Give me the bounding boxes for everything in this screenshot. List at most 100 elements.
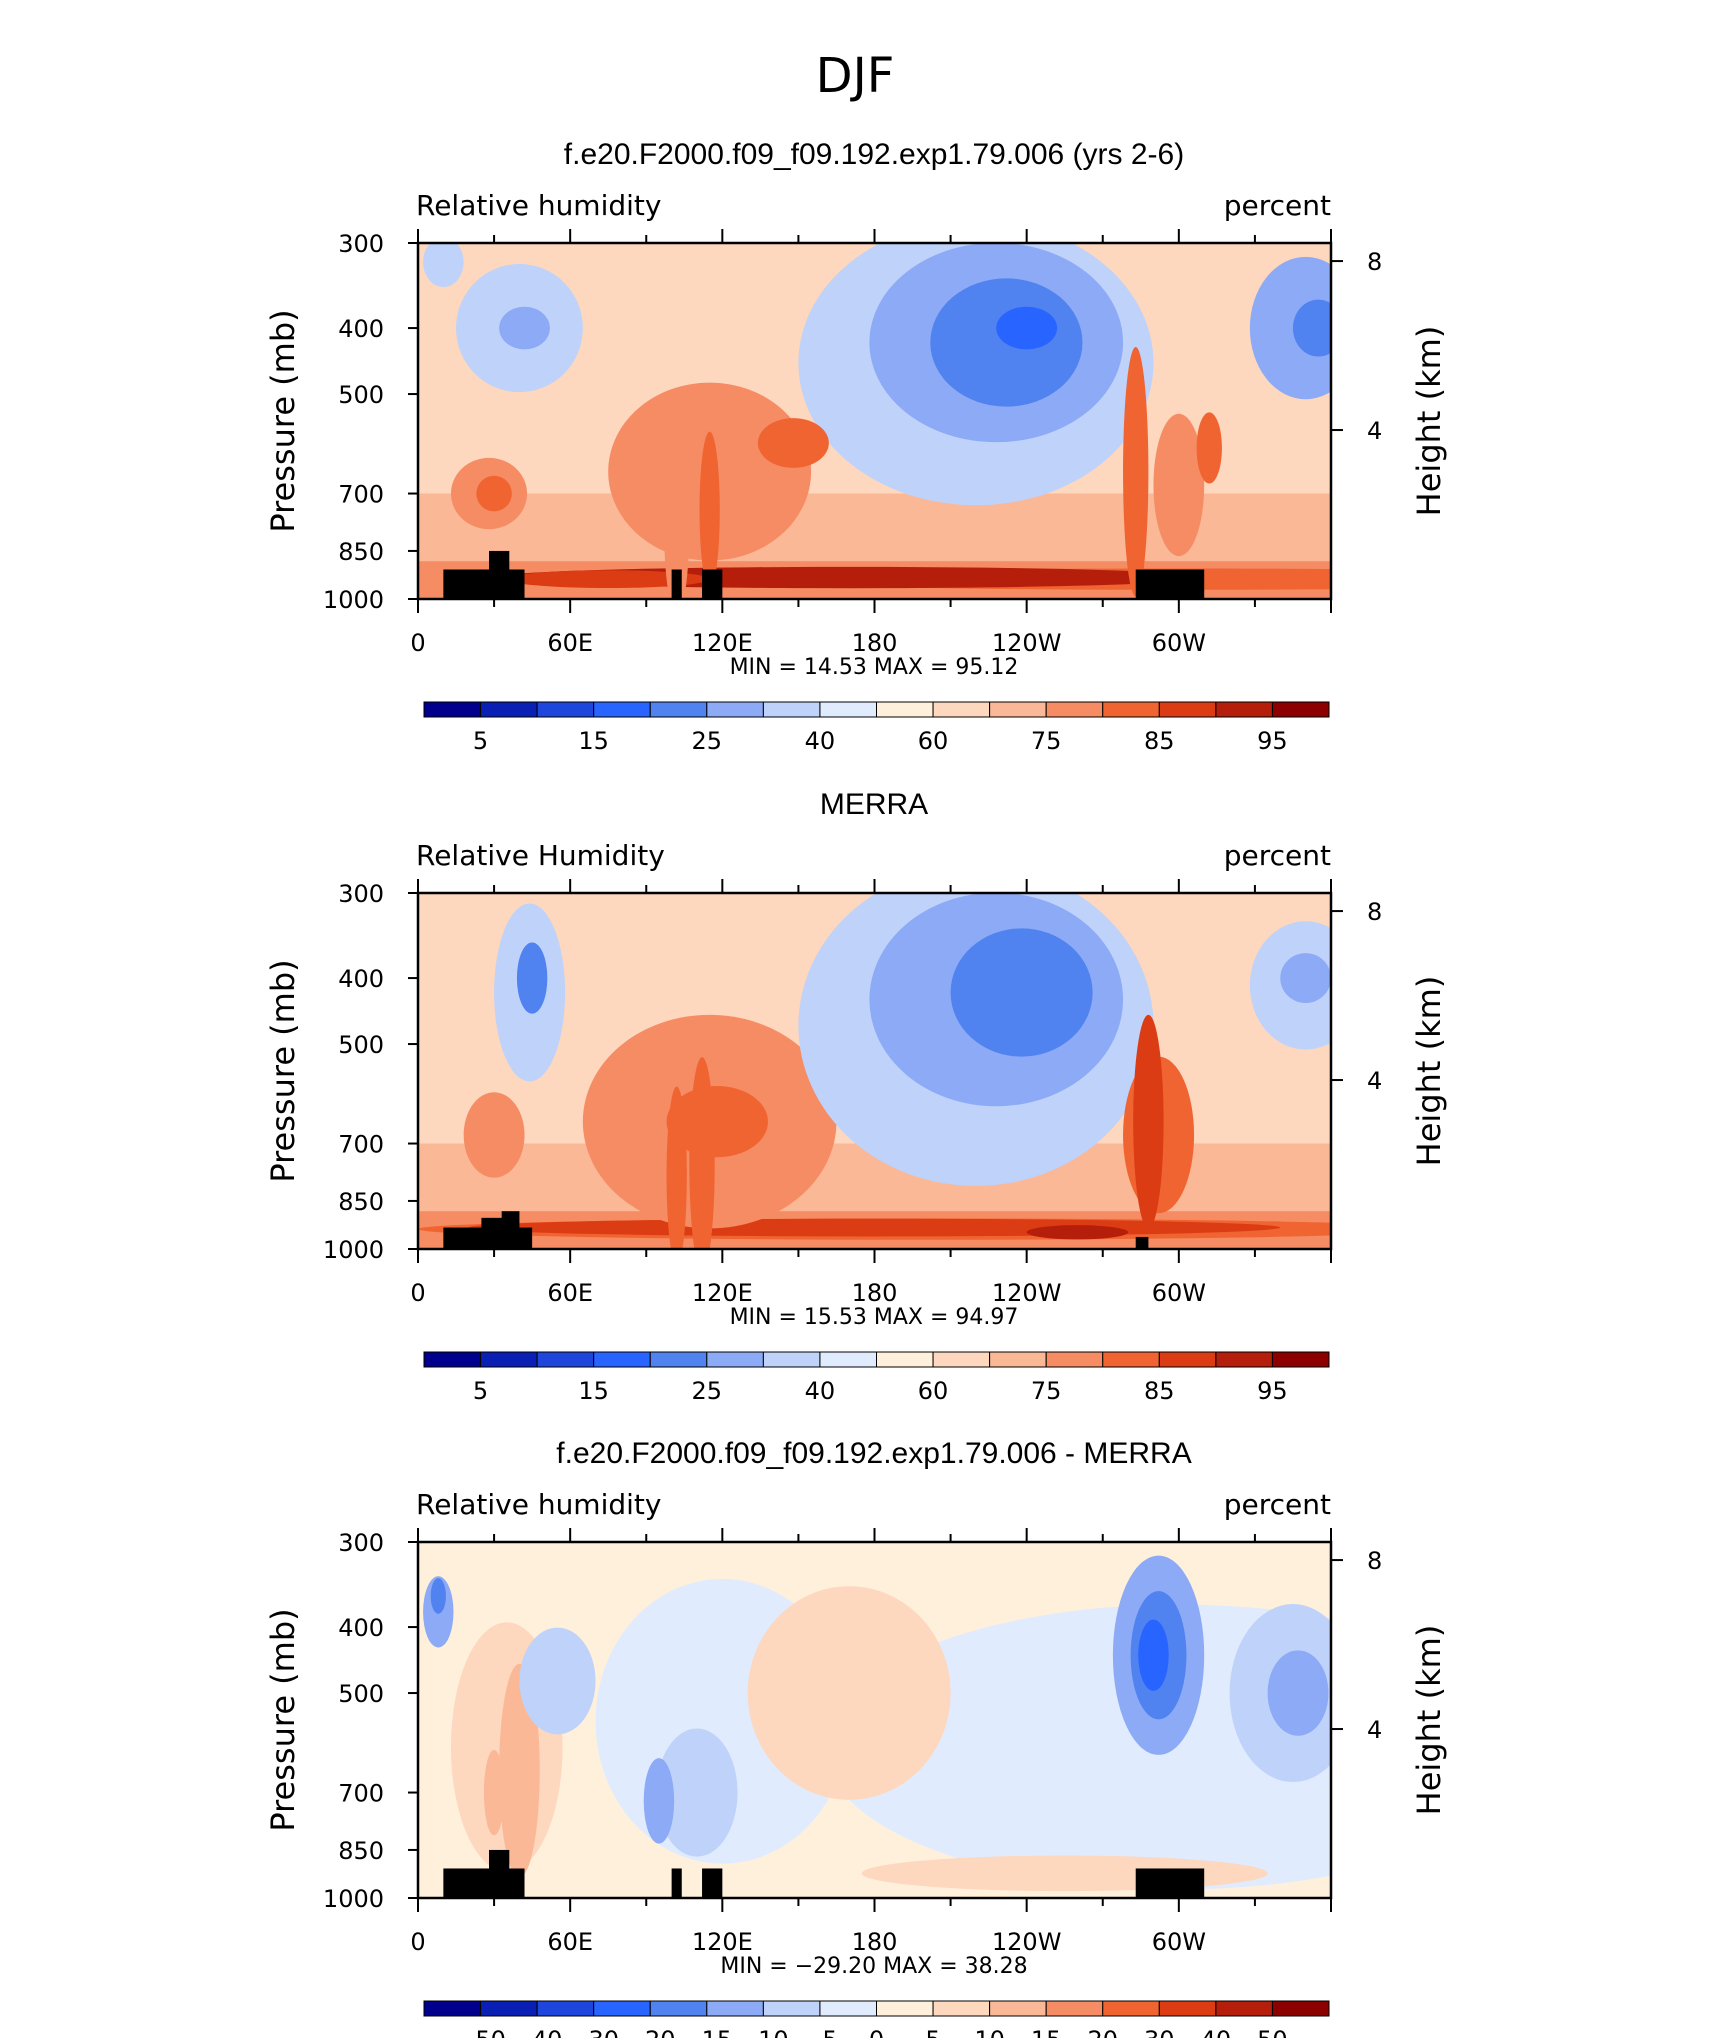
contour-region xyxy=(1280,953,1331,1003)
y-axis-label: Pressure (mb) xyxy=(264,309,302,532)
y-tick-label: 850 xyxy=(338,1837,384,1865)
x-tick-label: 60E xyxy=(547,1928,593,1956)
min-max-label: MIN = −29.20 MAX = 38.28 xyxy=(720,1954,1027,1979)
topography-mask xyxy=(443,1868,525,1898)
colorbar-label: 10 xyxy=(974,2026,1005,2038)
colorbar-label: 40 xyxy=(805,1377,836,1405)
contour-region xyxy=(1292,299,1331,357)
y-tick-label: 400 xyxy=(338,315,384,343)
contour-region xyxy=(516,942,548,1014)
colorbar-box xyxy=(649,2000,708,2017)
height-tick-label: 8 xyxy=(1367,248,1382,276)
contour-region xyxy=(483,1749,505,1836)
x-tick-label: 120W xyxy=(992,629,1062,657)
x-tick-label: 0 xyxy=(410,1279,425,1307)
colorbar-label: 95 xyxy=(1257,727,1288,755)
colorbar-box xyxy=(1158,701,1217,718)
units-label: percent xyxy=(1224,189,1331,222)
colorbar-box xyxy=(762,2000,821,2017)
units-label: percent xyxy=(1224,839,1331,872)
y-tick-label: 1000 xyxy=(323,586,384,614)
colorbar-box xyxy=(1045,1351,1104,1368)
colorbar-box xyxy=(593,2000,651,2017)
contour-region xyxy=(1133,1014,1164,1229)
colorbar-label: 5 xyxy=(473,727,488,755)
colorbar-box xyxy=(480,701,538,718)
colorbar-label: 15 xyxy=(1031,2026,1062,2038)
colorbar-box xyxy=(1102,701,1160,718)
colorbar-label: 30 xyxy=(1144,2026,1175,2038)
y-tick-label: 400 xyxy=(338,1614,384,1642)
topography-mask xyxy=(671,569,682,599)
colorbar-label: 85 xyxy=(1144,1377,1175,1405)
y-tick-label: 300 xyxy=(338,230,384,258)
colorbar-box xyxy=(1102,1351,1160,1368)
y-tick-label: 400 xyxy=(338,965,384,993)
colorbar-box xyxy=(1215,2000,1273,2017)
colorbar-label: 0 xyxy=(869,2026,884,2038)
colorbar-box xyxy=(423,701,482,718)
colorbar-label: 25 xyxy=(692,727,723,755)
colorbar-box xyxy=(706,1351,764,1368)
contour-region xyxy=(823,1604,1331,1890)
colorbar-label: 5 xyxy=(473,1377,488,1405)
colorbar-box xyxy=(762,701,821,718)
colorbar-box xyxy=(876,701,934,718)
colorbar-box xyxy=(536,1351,595,1368)
colorbar-label: 40 xyxy=(805,727,836,755)
contour-region xyxy=(1196,412,1222,484)
panel-3: f.e20.F2000.f09_f09.192.exp1.79.006 - ME… xyxy=(264,1437,1448,2038)
y-axis-label-right: Height (km) xyxy=(1410,326,1448,517)
x-tick-label: 120W xyxy=(992,1928,1062,1956)
colorbar-label: −50 xyxy=(455,2026,506,2038)
y-tick-label: 700 xyxy=(338,481,384,509)
contour-region xyxy=(1138,1619,1169,1691)
y-tick-label: 1000 xyxy=(323,1236,384,1264)
colorbar-label: 75 xyxy=(1031,727,1062,755)
variable-label: Relative Humidity xyxy=(416,839,665,872)
panel-1: f.e20.F2000.f09_f09.192.exp1.79.006 (yrs… xyxy=(264,138,1448,755)
height-tick-label: 8 xyxy=(1367,898,1382,926)
x-tick-label: 0 xyxy=(410,629,425,657)
colorbar-box xyxy=(876,1351,934,1368)
topography-mask xyxy=(501,1211,520,1249)
colorbar-label: 40 xyxy=(1201,2026,1232,2038)
colorbar-box xyxy=(1215,1351,1273,1368)
x-tick-label: 120W xyxy=(992,1279,1062,1307)
contour-region xyxy=(476,475,512,512)
y-tick-label: 700 xyxy=(338,1780,384,1808)
colorbar-box xyxy=(989,1351,1047,1368)
contour-region xyxy=(1153,413,1205,557)
contour-region xyxy=(468,1218,1281,1237)
figure-title: DJF xyxy=(816,48,895,104)
colorbar-label: −15 xyxy=(681,2026,732,2038)
contour-region xyxy=(1026,1225,1129,1240)
colorbar-label: 50 xyxy=(1257,2026,1288,2038)
x-tick-label: 60E xyxy=(547,1279,593,1307)
colorbar-box xyxy=(649,701,708,718)
contour-field xyxy=(418,243,1331,599)
units-label: percent xyxy=(1224,1488,1331,1521)
topography-mask xyxy=(1135,569,1205,599)
contour-region xyxy=(689,1057,715,1249)
colorbar-box xyxy=(706,2000,764,2017)
height-tick-label: 8 xyxy=(1367,1547,1382,1575)
colorbar-box xyxy=(819,2000,877,2017)
colorbar-box xyxy=(480,1351,538,1368)
colorbar-label: 95 xyxy=(1257,1377,1288,1405)
y-axis-label: Pressure (mb) xyxy=(264,959,302,1182)
contour-region xyxy=(1123,347,1149,597)
height-tick-label: 4 xyxy=(1367,417,1382,445)
colorbar-label: 60 xyxy=(918,727,949,755)
height-tick-label: 4 xyxy=(1367,1716,1382,1744)
contour-region xyxy=(423,243,464,287)
topography-mask xyxy=(489,1849,510,1898)
topography-mask xyxy=(702,569,723,599)
colorbar-box xyxy=(536,701,595,718)
min-max-label: MIN = 14.53 MAX = 95.12 xyxy=(730,655,1019,680)
colorbar-label: −10 xyxy=(738,2026,789,2038)
colorbar-box xyxy=(876,2000,934,2017)
y-tick-label: 700 xyxy=(338,1131,384,1159)
y-tick-label: 1000 xyxy=(323,1885,384,1913)
